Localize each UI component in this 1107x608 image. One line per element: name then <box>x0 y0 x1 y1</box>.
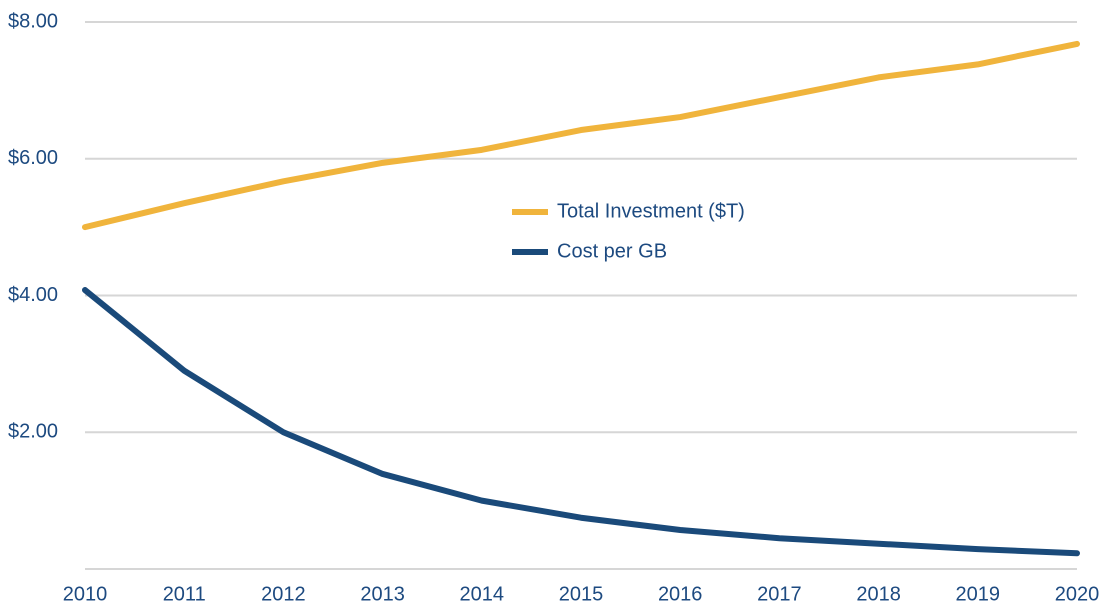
x-tick-label: 2019 <box>956 583 1001 605</box>
y-tick-label: $8.00 <box>8 10 58 32</box>
y-tick-label: $6.00 <box>8 147 58 169</box>
x-tick-label: 2016 <box>658 583 703 605</box>
x-tick-label: 2015 <box>559 583 604 605</box>
line-series <box>82 40 1080 231</box>
y-tick-label: $4.00 <box>8 284 58 306</box>
x-tick-label: 2017 <box>757 583 802 605</box>
x-tick-label: 2012 <box>261 583 306 605</box>
line-series <box>82 287 1080 557</box>
x-tick-label: 2020 <box>1055 583 1100 605</box>
x-tick-label: 2018 <box>856 583 901 605</box>
x-tick-label: 2010 <box>63 583 108 605</box>
legend-label: Total Investment ($T) <box>557 200 745 222</box>
y-tick-label: $2.00 <box>8 421 58 443</box>
x-tick-label: 2011 <box>163 583 206 605</box>
x-tick-label: 2013 <box>360 583 405 605</box>
legend-label: Cost per GB <box>557 240 667 262</box>
x-tick-label: 2014 <box>460 583 505 605</box>
